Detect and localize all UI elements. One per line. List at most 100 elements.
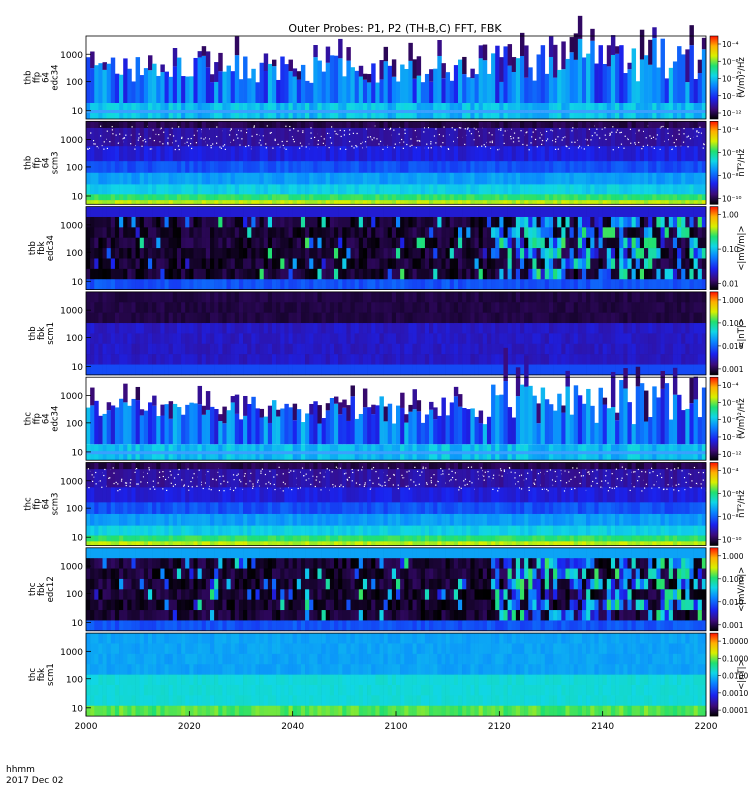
cell xyxy=(346,405,350,421)
cell xyxy=(289,173,293,185)
cell xyxy=(322,248,326,259)
cell xyxy=(115,279,119,290)
cell xyxy=(264,333,268,344)
cell xyxy=(644,238,648,249)
cell xyxy=(528,292,532,303)
cell xyxy=(280,344,284,355)
cell xyxy=(557,217,561,228)
cell xyxy=(152,64,156,103)
cell xyxy=(206,161,210,173)
cell xyxy=(408,128,412,147)
cell xyxy=(313,333,317,344)
cell xyxy=(270,132,271,133)
cell xyxy=(107,354,111,365)
cell xyxy=(652,365,656,376)
cell xyxy=(437,354,441,365)
cell xyxy=(503,121,507,128)
cell xyxy=(393,130,394,131)
cell xyxy=(338,292,342,303)
cell xyxy=(148,173,152,185)
cell xyxy=(90,173,94,185)
cell xyxy=(479,354,483,365)
cell xyxy=(169,227,173,238)
cell xyxy=(425,227,429,238)
cell xyxy=(609,135,610,136)
cell xyxy=(541,248,545,259)
cell xyxy=(260,140,261,141)
cell xyxy=(115,194,119,200)
cell xyxy=(446,279,450,290)
cell xyxy=(165,302,169,313)
cell xyxy=(607,323,611,334)
cell xyxy=(156,323,160,334)
cell xyxy=(255,184,259,194)
cell xyxy=(441,269,445,280)
cell xyxy=(160,269,164,280)
cell xyxy=(419,141,420,142)
cell xyxy=(557,269,561,280)
cell xyxy=(119,344,123,355)
cell xyxy=(218,258,222,269)
cell xyxy=(524,194,528,200)
cell xyxy=(570,344,574,355)
cell xyxy=(578,248,582,259)
cell xyxy=(189,323,193,334)
cell xyxy=(165,227,169,238)
cell xyxy=(475,451,479,454)
cell xyxy=(202,128,206,147)
cell xyxy=(272,333,276,344)
cell xyxy=(326,258,330,269)
cell xyxy=(111,207,115,218)
cell xyxy=(466,121,470,128)
cell xyxy=(681,207,685,218)
cell xyxy=(685,82,689,103)
cell xyxy=(218,173,222,185)
cell xyxy=(454,161,458,173)
cell xyxy=(218,146,222,161)
cell xyxy=(235,451,239,454)
cell xyxy=(636,258,640,269)
cell xyxy=(243,313,247,324)
cell xyxy=(222,423,226,444)
cell xyxy=(202,110,206,113)
cell xyxy=(111,161,115,173)
cell xyxy=(329,147,330,148)
cell xyxy=(231,173,235,185)
cell xyxy=(677,323,681,334)
cell xyxy=(698,227,702,238)
cell xyxy=(355,333,359,344)
cell xyxy=(305,217,309,228)
cell xyxy=(607,66,611,103)
cell xyxy=(425,258,429,269)
cell xyxy=(268,323,272,334)
cell xyxy=(284,110,288,113)
cell xyxy=(193,333,197,344)
cell xyxy=(152,146,156,161)
cell xyxy=(173,404,177,444)
cell xyxy=(148,194,152,200)
y-tick-label: 1000 xyxy=(60,221,83,231)
cell xyxy=(103,110,107,113)
y-tick-label: 10 xyxy=(72,363,84,373)
cell xyxy=(404,129,405,130)
cell xyxy=(235,248,239,259)
cell xyxy=(528,121,532,128)
cell xyxy=(131,110,135,113)
cell xyxy=(144,217,148,228)
cell xyxy=(615,238,619,249)
cell xyxy=(111,354,115,365)
cell xyxy=(491,354,495,365)
cell xyxy=(375,354,379,365)
cell xyxy=(475,302,479,313)
cell xyxy=(512,128,516,147)
cell xyxy=(462,365,466,376)
cell xyxy=(185,77,189,103)
cell xyxy=(260,146,264,161)
cell xyxy=(503,146,507,161)
cell xyxy=(528,248,532,259)
cell xyxy=(284,258,288,269)
colorbar-tick-label: 10⁻¹² xyxy=(722,109,742,118)
cell xyxy=(648,302,652,313)
cell xyxy=(479,58,483,103)
cell xyxy=(437,121,441,128)
